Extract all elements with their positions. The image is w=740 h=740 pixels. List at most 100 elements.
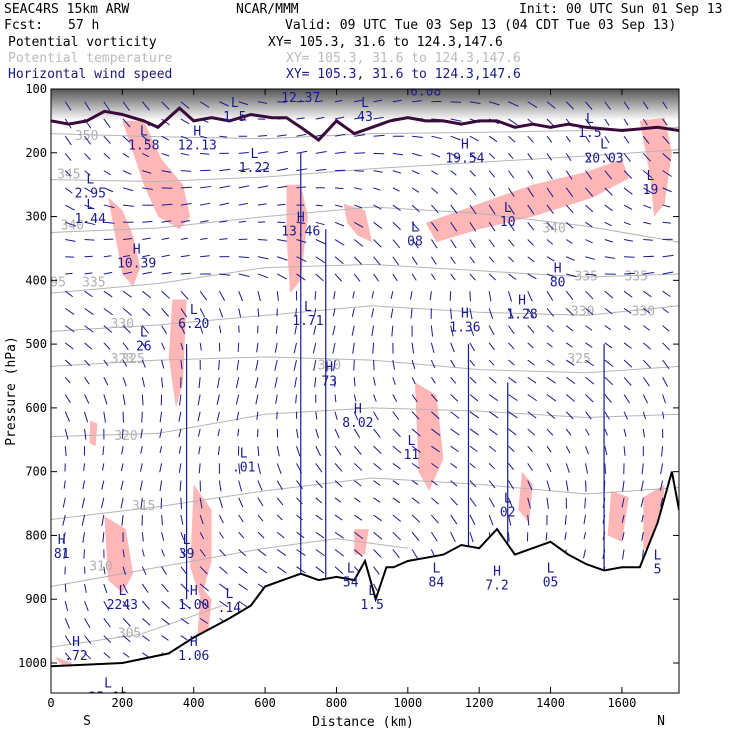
wind-arrow xyxy=(238,290,244,302)
extremum-kind: L xyxy=(504,491,512,506)
theta-label: 305 xyxy=(118,626,141,641)
wind-arrow xyxy=(236,359,240,371)
wind-arrow xyxy=(585,325,593,331)
wind-arrow xyxy=(200,220,209,223)
wind-arrow xyxy=(274,377,278,388)
wind-arrow xyxy=(566,256,575,261)
wind-arrow xyxy=(238,256,250,259)
wind-arrow xyxy=(353,531,364,540)
wind-arrow xyxy=(411,497,420,504)
wind-arrow xyxy=(412,135,423,138)
extremum-kind: L xyxy=(225,587,233,602)
wind-arrow xyxy=(218,360,220,371)
wind-arrow xyxy=(315,566,325,574)
wind-arrow xyxy=(411,239,419,249)
wind-arrow xyxy=(238,566,248,574)
wind-arrow xyxy=(199,497,203,509)
wind-arrow xyxy=(219,583,229,591)
wind-arrow xyxy=(199,514,204,525)
wind-arrow xyxy=(392,204,401,211)
wind-arrow xyxy=(430,531,438,542)
wind-arrow xyxy=(180,342,184,350)
extremum-kind: H xyxy=(72,635,80,650)
wind-arrow xyxy=(392,445,402,454)
wind-arrow xyxy=(469,308,473,320)
wind-arrow xyxy=(392,152,404,156)
wind-arrow xyxy=(585,445,589,455)
wind-arrow xyxy=(296,480,304,490)
y-tick-label: 900 xyxy=(25,592,47,606)
wind-arrow xyxy=(334,445,342,456)
wind-arrow xyxy=(430,514,439,524)
wind-arrow xyxy=(122,325,131,334)
wind-arrow xyxy=(565,153,572,162)
wind-arrow xyxy=(161,583,169,593)
wind-arrow xyxy=(565,359,575,366)
wind-arrow xyxy=(604,446,608,456)
wind-arrow xyxy=(469,187,477,196)
pv-extremum: L2.95 xyxy=(75,172,106,201)
wind-arrow xyxy=(469,153,477,159)
wind-arrow xyxy=(142,135,150,142)
y-tick-label: 400 xyxy=(25,273,47,287)
wind-arrow xyxy=(180,290,189,300)
wind-arrow xyxy=(488,376,497,384)
wind-arrow xyxy=(200,185,212,189)
extremum-value: 1.06 xyxy=(178,649,209,664)
theta-contour-310 xyxy=(51,538,408,587)
wind-arrow xyxy=(488,428,498,436)
wind-arrow xyxy=(334,566,344,575)
fcst-label: Fcst: xyxy=(4,18,44,33)
wind-arrow xyxy=(219,185,231,189)
pv-extremum: H1.06 xyxy=(178,635,209,664)
extremum-kind: H xyxy=(297,211,305,226)
wind-arrow xyxy=(488,359,495,366)
wind-arrow xyxy=(410,308,413,319)
wind-arrow xyxy=(527,153,533,160)
wind-arrow xyxy=(450,273,456,281)
wind-arrow xyxy=(64,446,67,457)
wind-arrow xyxy=(450,187,458,195)
wind-arrow xyxy=(142,187,153,190)
wind-arrow xyxy=(103,359,109,367)
wind-arrow xyxy=(65,204,75,211)
wind-arrow xyxy=(161,549,165,557)
pv-extremum: L1.5 xyxy=(223,96,246,125)
wind-arrow xyxy=(180,272,192,275)
wind-arrow xyxy=(257,308,260,317)
wind-arrow xyxy=(83,549,86,559)
wind-arrow xyxy=(585,480,587,492)
pv-region xyxy=(425,159,629,243)
pv-extremum: L26 xyxy=(136,325,152,354)
wind-arrow xyxy=(450,445,459,453)
wind-arrow xyxy=(527,308,535,318)
wind-arrow xyxy=(140,446,143,454)
wind-arrow xyxy=(546,411,556,419)
wind-arrow xyxy=(65,272,73,275)
wind-arrow xyxy=(352,342,355,354)
wind-arrow xyxy=(161,342,166,350)
extremum-kind: L xyxy=(407,434,415,449)
wind-arrow xyxy=(353,273,361,282)
wind-arrow xyxy=(238,168,250,172)
wind-arrow xyxy=(178,446,182,454)
wind-arrow xyxy=(160,497,163,509)
wind-arrow xyxy=(527,290,533,302)
wind-arrow xyxy=(277,256,288,261)
x-tick-label: 1600 xyxy=(607,696,636,710)
x-tick-label: 600 xyxy=(254,696,276,710)
wind-arrow xyxy=(63,480,66,489)
wind-arrow xyxy=(103,342,111,350)
wind-arrow xyxy=(103,307,113,316)
wind-arrow xyxy=(623,342,632,349)
wind-arrow xyxy=(238,480,243,492)
wind-arrow xyxy=(334,239,345,246)
y-tick-label: 200 xyxy=(25,146,47,160)
wind-arrow xyxy=(84,342,93,350)
wind-arrow xyxy=(469,497,477,507)
wind-arrow xyxy=(546,101,556,109)
wind-arrow xyxy=(218,290,226,301)
wind-arrow xyxy=(218,325,222,334)
wind-arrow xyxy=(64,635,72,645)
wind-arrow xyxy=(546,221,554,230)
